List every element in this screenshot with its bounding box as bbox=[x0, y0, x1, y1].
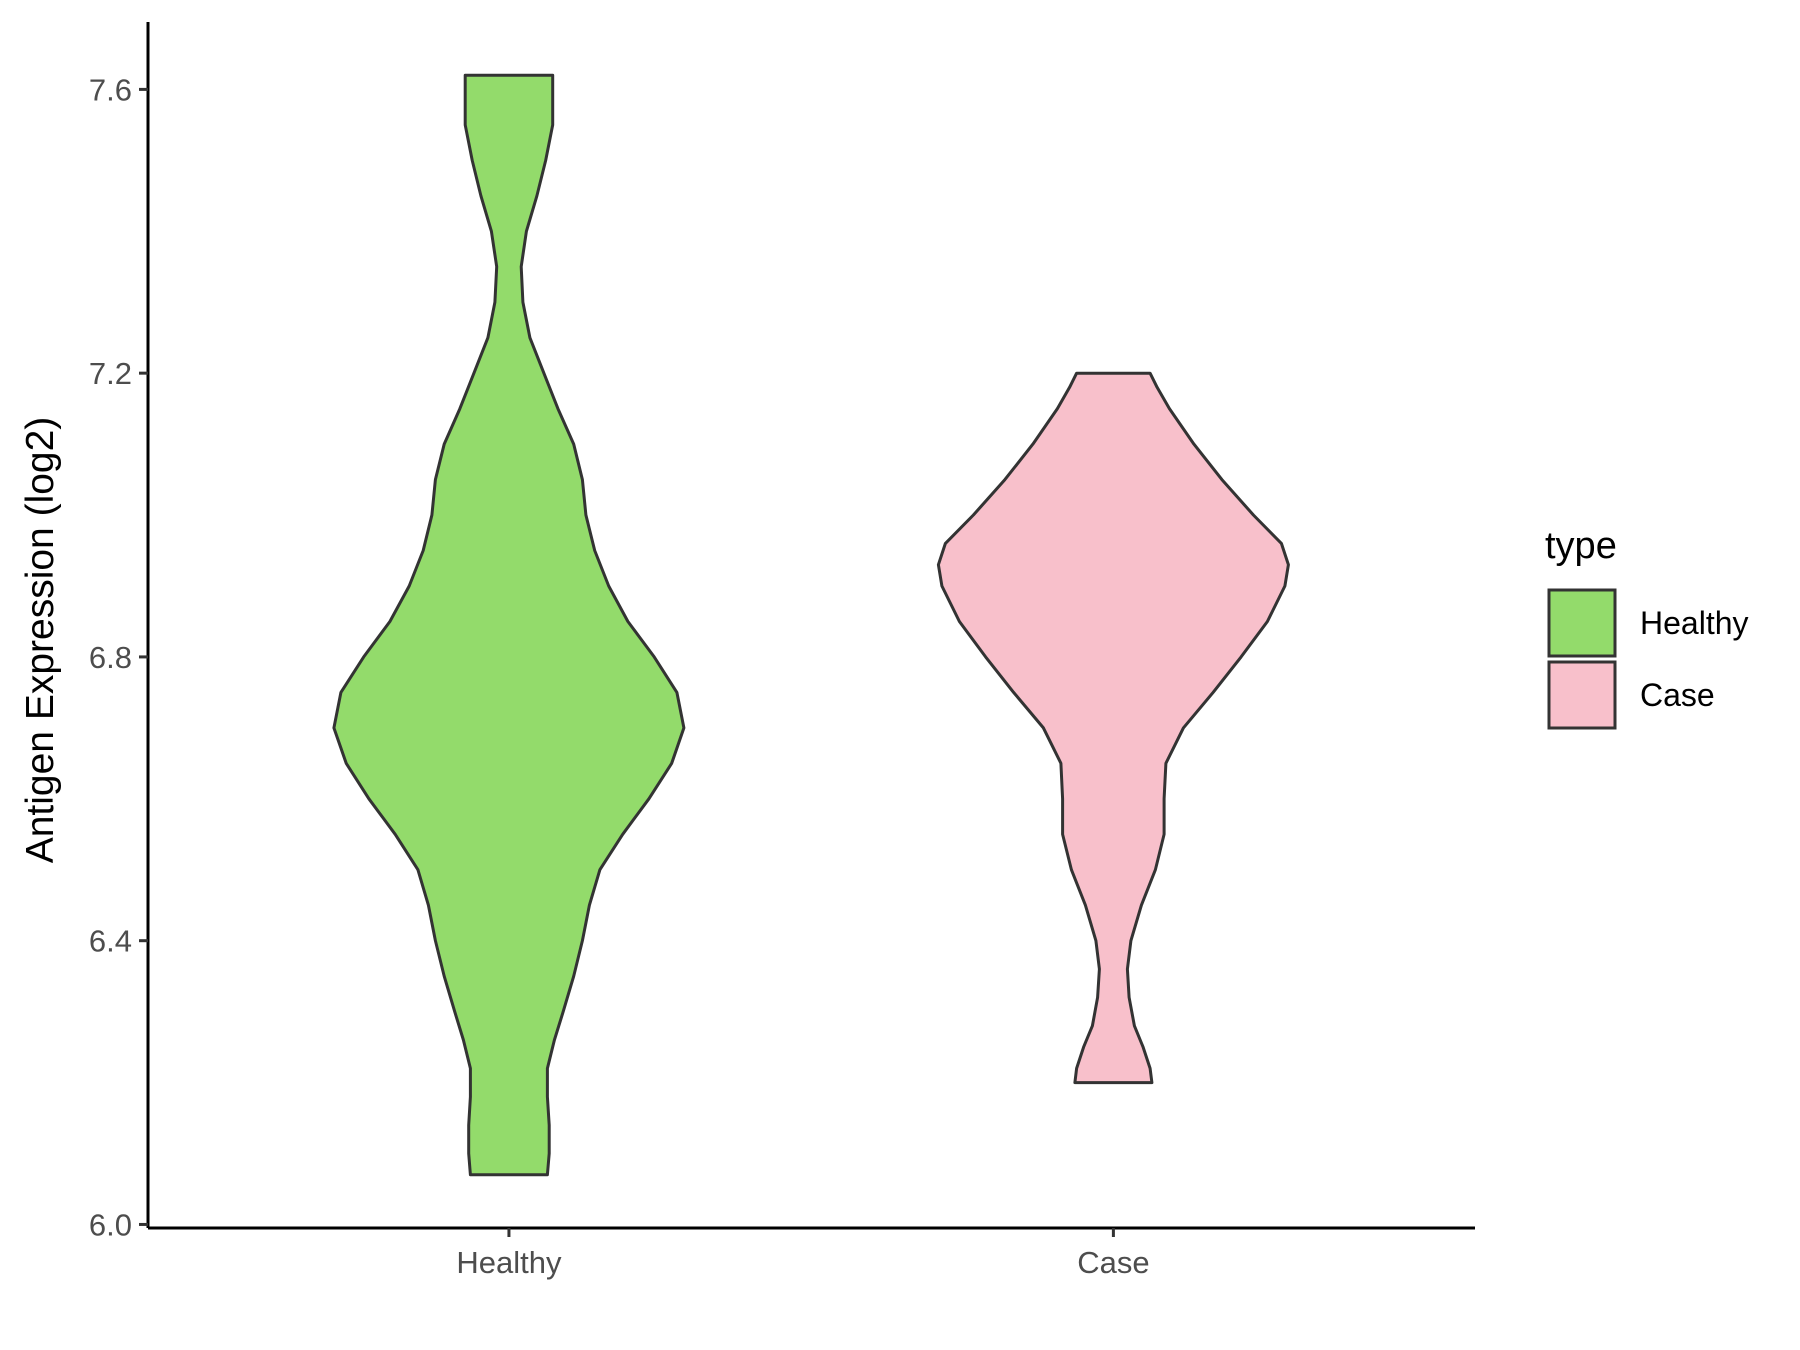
x-tick-label: Case bbox=[1077, 1245, 1149, 1280]
violin-case bbox=[936, 371, 1290, 1085]
legend-swatch-case bbox=[1547, 660, 1617, 730]
legend: type Healthy Case bbox=[1545, 525, 1749, 730]
y-tick-label: 6.8 bbox=[89, 640, 132, 675]
legend-swatch-healthy bbox=[1547, 588, 1617, 658]
y-tick-label: 7.6 bbox=[89, 72, 132, 107]
violins-layer bbox=[332, 73, 1290, 1177]
y-tick-label: 6.4 bbox=[89, 924, 132, 959]
y-tick-label: 6.0 bbox=[89, 1207, 132, 1242]
legend-label-case: Case bbox=[1640, 677, 1715, 713]
y-tick-label: 7.2 bbox=[89, 356, 132, 391]
y-axis: 6.0 6.4 6.8 7.2 7.6 bbox=[89, 22, 150, 1242]
x-tick-label: Healthy bbox=[456, 1245, 562, 1280]
legend-title: type bbox=[1545, 525, 1617, 567]
y-axis-title: Antigen Expression (log2) bbox=[19, 417, 62, 864]
x-axis: Healthy Case bbox=[148, 1226, 1475, 1280]
violin-healthy bbox=[332, 73, 686, 1177]
legend-label-healthy: Healthy bbox=[1640, 605, 1749, 641]
